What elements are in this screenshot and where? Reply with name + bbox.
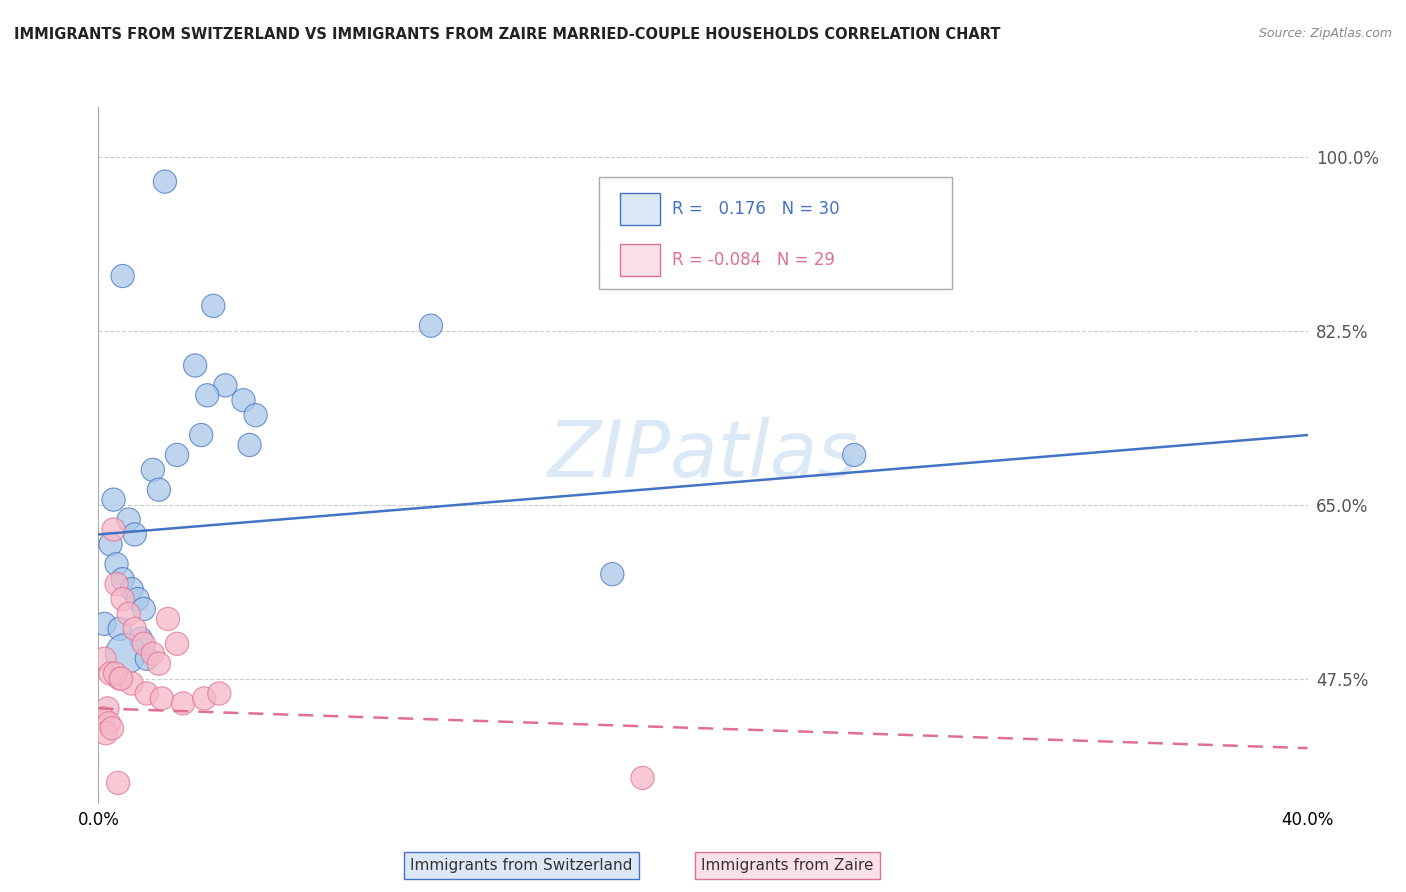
Point xyxy=(93,651,115,665)
Point xyxy=(110,672,132,686)
Point xyxy=(103,523,125,537)
Point xyxy=(121,582,143,596)
Point xyxy=(245,408,267,422)
Point xyxy=(121,676,143,690)
Point xyxy=(135,686,157,700)
Point xyxy=(190,428,212,442)
Point xyxy=(91,711,114,725)
Point xyxy=(118,607,141,621)
Point xyxy=(420,318,443,333)
Point xyxy=(193,691,215,706)
Point xyxy=(100,537,122,551)
Point xyxy=(108,622,131,636)
Text: Source: ZipAtlas.com: Source: ZipAtlas.com xyxy=(1258,27,1392,40)
Point xyxy=(631,771,654,785)
Point xyxy=(132,602,155,616)
Point xyxy=(148,657,170,671)
Point xyxy=(101,721,124,735)
Point xyxy=(195,388,218,402)
Point xyxy=(844,448,866,462)
Point xyxy=(135,651,157,665)
Point xyxy=(127,592,149,607)
Point xyxy=(602,567,624,582)
Point xyxy=(111,572,134,586)
Point xyxy=(111,268,134,283)
Point xyxy=(98,716,121,731)
Point xyxy=(172,697,194,711)
Point xyxy=(232,393,254,408)
Point xyxy=(202,299,225,313)
Point xyxy=(118,512,141,526)
Point xyxy=(107,776,129,790)
Point xyxy=(114,647,136,661)
Point xyxy=(145,855,167,870)
Point xyxy=(142,647,165,661)
Point xyxy=(108,672,131,686)
Point xyxy=(124,527,146,541)
Point xyxy=(166,637,188,651)
Text: Immigrants from Switzerland: Immigrants from Switzerland xyxy=(411,858,633,873)
Point xyxy=(129,632,152,646)
Point xyxy=(239,438,262,452)
Point xyxy=(100,666,122,681)
Point xyxy=(96,701,118,715)
Point xyxy=(208,686,231,700)
Point xyxy=(94,726,117,740)
Point xyxy=(142,463,165,477)
Point xyxy=(153,175,176,189)
Point xyxy=(103,492,125,507)
Point xyxy=(214,378,236,392)
Point xyxy=(111,592,134,607)
Point xyxy=(184,359,207,373)
Point xyxy=(166,448,188,462)
Text: Immigrants from Zaire: Immigrants from Zaire xyxy=(702,858,875,873)
Point xyxy=(105,577,128,591)
Point xyxy=(124,622,146,636)
Text: R =   0.176   N = 30: R = 0.176 N = 30 xyxy=(672,200,839,218)
Text: IMMIGRANTS FROM SWITZERLAND VS IMMIGRANTS FROM ZAIRE MARRIED-COUPLE HOUSEHOLDS C: IMMIGRANTS FROM SWITZERLAND VS IMMIGRANT… xyxy=(14,27,1001,42)
Point xyxy=(156,612,179,626)
Point xyxy=(105,558,128,572)
Text: ZIPatlas: ZIPatlas xyxy=(547,417,859,493)
Point xyxy=(150,691,173,706)
Text: R = -0.084   N = 29: R = -0.084 N = 29 xyxy=(672,252,835,269)
Point xyxy=(148,483,170,497)
Point xyxy=(132,637,155,651)
Point xyxy=(93,616,115,631)
Point xyxy=(104,666,127,681)
